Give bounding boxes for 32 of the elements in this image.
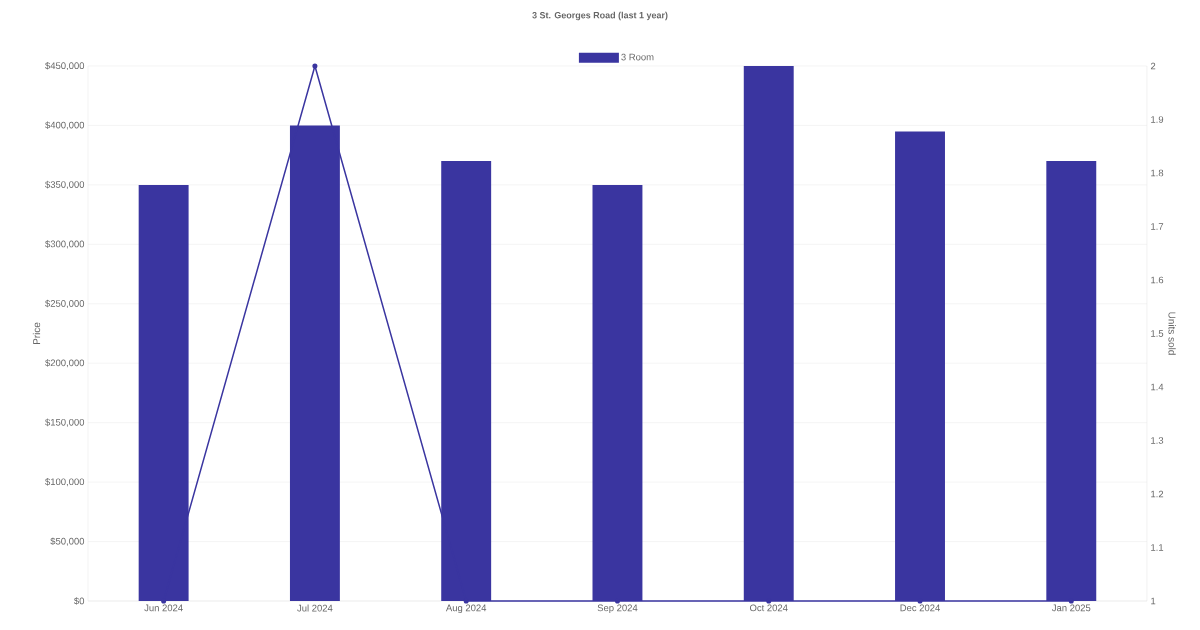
y2-tick-label: 1.8	[1151, 169, 1164, 177]
y-tick-label: $350,000	[45, 180, 85, 189]
y-tick-label: $300,000	[45, 240, 85, 249]
y-tick-label: $400,000	[45, 121, 85, 130]
y2-tick-label: 1.1	[1151, 544, 1164, 551]
y-tick-label: $50,000	[50, 537, 85, 546]
x-tick-label: Dec 2024	[900, 604, 940, 612]
y2-tick-label: 1.7	[1151, 223, 1164, 230]
y2-tick-label: 1.9	[1151, 116, 1164, 123]
y-tick-label: $200,000	[45, 359, 85, 368]
y2-tick-label: 1.2	[1151, 490, 1164, 498]
x-tick-label: Oct 2024	[749, 604, 788, 612]
x-tick-label: Jan 2025	[1051, 604, 1091, 612]
y-tick-label: $250,000	[45, 299, 85, 308]
y2-tick-label: 1.5	[1151, 330, 1164, 337]
x-tick-label: Jun 2024	[144, 604, 183, 612]
y2-tick-label: 1	[1151, 597, 1156, 605]
x-tick-label: Jul 2024	[297, 604, 333, 612]
y-tick-label: $0	[74, 597, 85, 605]
x-tick-label: Aug 2024	[445, 604, 487, 614]
y-tick-label: $450,000	[45, 61, 85, 71]
x-tick-label: Sep 2024	[597, 604, 638, 614]
legend-label: 3 Room	[621, 53, 654, 61]
y2-axis-title: Units sold	[1168, 312, 1176, 355]
chart-title: 3 St. Georges Road (last 1 year)	[532, 11, 668, 21]
y-axis-title: Price	[32, 322, 41, 345]
y2-tick-label: 2	[1150, 62, 1156, 70]
y2-tick-label: 1.4	[1151, 383, 1164, 391]
y2-tick-label: 1.3	[1151, 437, 1164, 444]
y-tick-label: $100,000	[45, 477, 85, 487]
y-tick-label: $150,000	[45, 418, 85, 427]
y2-tick-label: 1.6	[1151, 276, 1164, 284]
